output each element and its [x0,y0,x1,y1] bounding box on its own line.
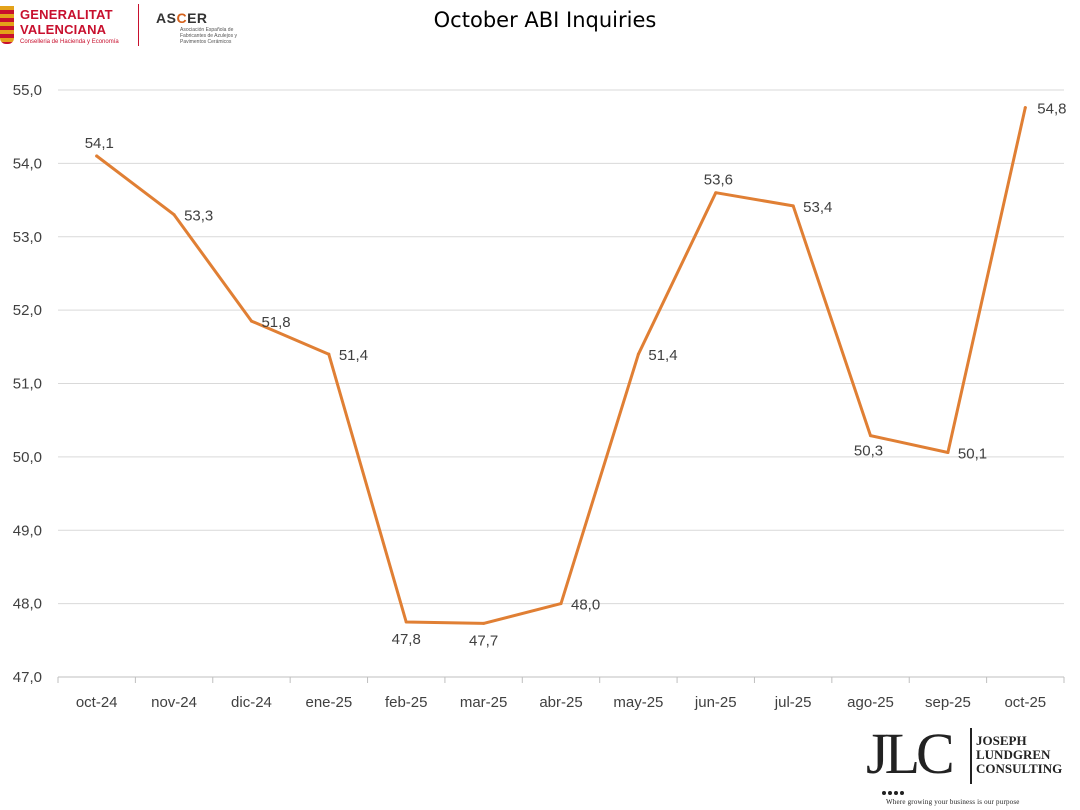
data-label: 53,4 [803,199,832,216]
data-label: 53,6 [704,172,733,189]
jlc-company-name: JOSEPH LUNDGREN CONSULTING [976,734,1062,776]
y-tick-label: 53,0 [13,229,42,246]
x-tick-label: dic-24 [231,694,272,711]
x-tick-label: nov-24 [151,694,197,711]
data-point [327,352,331,356]
chart-title: October ABI Inquiries [433,8,657,32]
x-tick-label: abr-25 [539,694,582,711]
generalitat-valenciana-logo: GENERALITAT VALENCIANA Conselleria de Ha… [0,4,140,48]
data-label: 51,4 [339,347,368,364]
x-tick-label: oct-24 [76,694,118,711]
x-tick-label: ene-25 [305,694,352,711]
ascer-name: ASCER [156,10,208,26]
data-point [946,450,950,454]
y-tick-label: 49,0 [13,522,42,539]
header: GENERALITAT VALENCIANA Conselleria de Ha… [0,0,1080,52]
data-label: 53,3 [184,208,213,225]
ascer-name-suffix: ER [187,10,208,26]
generalitat-shield-icon [0,6,14,44]
x-tick-label: ago-25 [847,694,894,711]
ascer-subline: Asociación Española de Fabricantes de Az… [180,27,237,45]
y-tick-label: 47,0 [13,669,42,686]
generalitat-name-line2: VALENCIANA [20,22,107,37]
ascer-name-accent: C [176,10,188,26]
jlc-logo: JLC JOSEPH LUNDGREN CONSULTING Where gro… [866,722,1076,808]
data-label: 47,8 [392,631,421,648]
logo-divider [138,4,139,46]
data-point [249,319,253,323]
series-line [95,106,1027,625]
data-point [714,191,718,195]
y-tick-label: 55,0 [13,82,42,99]
jlc-tagline: Where growing your business is our purpo… [886,798,1020,806]
jlc-company-line1: JOSEPH [976,733,1027,748]
data-point [869,434,873,438]
jlc-company-line3: CONSULTING [976,761,1063,776]
data-point [791,204,795,208]
data-label: 50,3 [854,443,883,460]
x-tick-label: mar-25 [460,694,508,711]
x-tick-label: may-25 [613,694,663,711]
data-point [1023,106,1027,110]
data-point [95,154,99,158]
x-tick-label: jul-25 [774,694,812,711]
jlc-company-line2: LUNDGREN [976,747,1051,762]
data-label: 51,8 [261,314,290,331]
data-point [636,352,640,356]
generalitat-name-line1: GENERALITAT [20,7,113,22]
y-tick-label: 52,0 [13,302,42,319]
y-tick-label: 50,0 [13,449,42,466]
data-point [172,213,176,217]
x-tick-label: feb-25 [385,694,428,711]
data-label: 50,1 [958,445,987,462]
y-tick-label: 48,0 [13,596,42,613]
data-label: 47,7 [469,632,498,649]
data-label: 48,0 [571,597,600,614]
data-point [404,620,408,624]
y-tick-label: 54,0 [13,155,42,172]
ascer-name-prefix: AS [156,10,177,26]
jlc-dots-icon [882,782,912,795]
data-label: 54,8 [1037,101,1066,118]
ascer-logo: ASCER Asociación Española de Fabricantes… [156,8,266,48]
x-tick-label: oct-25 [1004,694,1046,711]
jlc-mark: JLC [866,721,955,786]
data-label: 54,1 [85,135,114,152]
data-label: 51,4 [648,347,677,364]
x-tick-label: sep-25 [925,694,971,711]
data-point [559,602,563,606]
jlc-divider [970,728,972,784]
generalitat-subline: Conselleria de Hacienda y Economía [20,39,119,45]
y-tick-label: 51,0 [13,376,42,393]
data-point [482,621,486,625]
x-tick-label: jun-25 [694,694,737,711]
